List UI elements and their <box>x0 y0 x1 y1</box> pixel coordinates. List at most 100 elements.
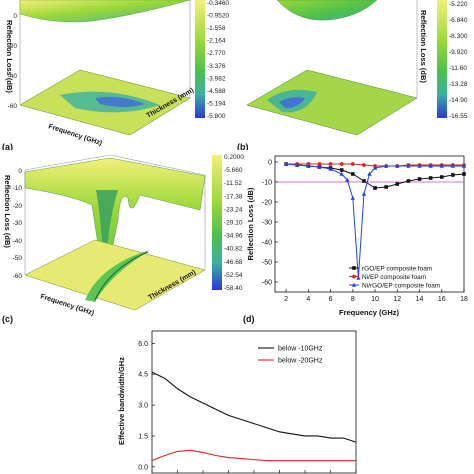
panel-e-yticks: 0.0 1.5 3.0 4.5 6.0 <box>138 341 155 471</box>
panel-d-point <box>406 179 411 183</box>
panel-b-contour-core <box>279 97 305 108</box>
panel-e-ytick-label: 6.0 <box>138 341 148 348</box>
panel-d-point <box>367 171 372 176</box>
colorbar-label: -0.9520 <box>207 13 229 20</box>
panel-e-legend-label: below -20GHz <box>278 358 323 365</box>
panel-a-colorbar <box>195 0 205 118</box>
panel-d-ylabel: Reflection Loss (dB) <box>246 187 255 260</box>
panel-d-xtick-label: 12 <box>393 296 401 303</box>
panel-e-ytick-label: 0.0 <box>138 464 148 471</box>
panel-d-point <box>428 163 433 168</box>
colorbar-label: -4.588 <box>207 88 226 95</box>
panel-b-surface-plot: Reflection Loss (dB) (b) -5.220 -6.840 -8.… <box>237 0 468 150</box>
panel-d-point <box>351 282 357 287</box>
panel-c-ztick: -10 <box>13 185 23 192</box>
colorbar-label: -2.164 <box>207 38 226 45</box>
panel-e-legend-label: below -10GHz <box>278 346 323 353</box>
panel-d-line-chart: 0 -10 -20 -30 -40 -50 -60 2 4 6 8 10 12 14 16 18 rGO/E… <box>243 155 468 324</box>
panel-c-colorbar <box>212 155 222 290</box>
panel-d-xtick-label: 10 <box>371 296 379 303</box>
colorbar-label: -52.54 <box>224 272 243 279</box>
colorbar-label: -11.60 <box>449 65 467 72</box>
panel-d-point <box>417 177 422 181</box>
panel-d-point <box>362 163 366 167</box>
panel-d-ytick-label: -20 <box>262 200 272 207</box>
panel-c-ztick: -30 <box>13 220 23 227</box>
colorbar-label: -13.28 <box>449 81 468 88</box>
panel-d-xtick-label: 2 <box>284 296 288 303</box>
panel-d-ytick-label: -60 <box>262 280 272 287</box>
panel-e-series <box>151 371 357 462</box>
panel-e-legend-item: below -20GHz <box>258 358 323 365</box>
panel-d-ytick-label: -30 <box>262 220 272 227</box>
panel-d-point <box>428 176 433 180</box>
panel-a-zticks: 0 -20 -40 -60 <box>8 13 18 110</box>
panel-d-yticks: 0 -10 -20 -30 -40 -50 -60 <box>262 160 278 287</box>
panel-a-ztick: -20 <box>8 43 18 50</box>
panel-e-bandwidth-chart: 0.0 1.5 3.0 4.5 6.0 below -10GHz below -20GHz… <box>117 330 357 474</box>
colorbar-label: -6.840 <box>449 17 468 24</box>
panel-d-point <box>339 171 344 176</box>
panel-d-legend: rGO/EP composite foam Ni/EP composite foa… <box>349 265 440 289</box>
panel-d-xtick-label: 6 <box>329 296 333 303</box>
panel-d-point <box>295 162 300 167</box>
panel-d-point <box>461 163 467 168</box>
panel-d-point <box>306 163 311 168</box>
colorbar-label: -17.38 <box>224 193 243 200</box>
panel-e-ytick-label: 3.0 <box>138 403 148 410</box>
colorbar-label: -14.90 <box>449 97 468 104</box>
panel-c-valley <box>96 190 118 285</box>
panel-d-point <box>417 163 422 168</box>
panel-a-colorbar-labels: -0.3460 -0.9520 -1.558 -2.164 -2.770 -3.376 -3… <box>207 0 229 120</box>
panel-d-xtick-label: 16 <box>438 296 446 303</box>
panel-d-series-2 <box>283 161 467 280</box>
panel-c-ztick: -40 <box>13 238 23 245</box>
colorbar-label: -5.660 <box>224 167 243 174</box>
panel-d-point <box>352 266 356 270</box>
panel-b-surface <box>276 0 378 21</box>
panel-d-ytick-label: -10 <box>262 180 272 187</box>
panel-e-plot-frame <box>151 330 357 474</box>
panel-e-legend: below -10GHz below -20GHz <box>258 346 323 365</box>
panel-a-contour-core <box>95 96 145 107</box>
panel-d-point <box>350 195 356 200</box>
panel-d-point <box>373 186 377 190</box>
panel-d-legend-label: Ni/rGO/EP composite foam <box>362 282 440 289</box>
colorbar-label: -2.770 <box>207 50 226 57</box>
panel-d-point <box>345 177 350 182</box>
panel-d-ytick-label: -50 <box>262 260 272 267</box>
panel-a-surface-plot: 0 -20 -40 -60 Reflection Loss (dB) Frequ… <box>2 0 229 150</box>
colorbar-label: -8.300 <box>449 33 468 40</box>
panel-c-label: (c) <box>2 314 13 324</box>
panel-d-point <box>450 163 456 168</box>
panel-b-contour-floor <box>246 69 418 136</box>
panel-d-point <box>383 163 389 168</box>
panel-d-xtick-label: 18 <box>460 296 468 303</box>
panel-d-point <box>283 161 289 166</box>
colorbar-label: -34.96 <box>224 233 243 240</box>
panel-d-legend-item: Ni/rGO/EP composite foam <box>349 282 440 289</box>
panel-d-ytick-label: 0 <box>268 160 272 167</box>
panel-d-point <box>384 185 388 189</box>
panel-c-zticks: 0 -10 -20 -30 -40 -50 -60 <box>13 168 23 280</box>
panel-d-point <box>317 164 322 169</box>
panel-d-legend-label: rGO/EP composite foam <box>362 265 432 272</box>
panel-d-point <box>439 163 444 168</box>
colorbar-label: -3.982 <box>207 75 226 82</box>
panel-d-point <box>328 162 333 166</box>
colorbar-label: -0.3460 <box>207 0 229 7</box>
panel-d-xtick-label: 4 <box>306 296 310 303</box>
panel-c-ztick: -20 <box>13 203 23 210</box>
panel-c-zlabel: Reflection Loss (dB) <box>3 175 12 248</box>
panel-e-ylabel: Effective bandwidth/GHz <box>117 357 126 445</box>
colorbar-label: -5.220 <box>449 1 468 8</box>
panel-b-zlabel: Reflection Loss (dB) <box>419 10 428 83</box>
panel-c-surface <box>24 157 206 286</box>
panel-c-surface-plot: 0 -10 -20 -30 -40 -50 -60 Reflection Los… <box>2 154 222 324</box>
panel-a-ztick: -40 <box>8 73 18 80</box>
panel-a-ztick: 0 <box>13 13 17 20</box>
panel-e-legend-item: below -10GHz <box>258 346 323 353</box>
panel-d-point <box>362 179 366 183</box>
panel-d-legend-item: rGO/EP composite foam <box>349 265 432 272</box>
panel-e-ytick-label: 1.5 <box>138 433 148 440</box>
